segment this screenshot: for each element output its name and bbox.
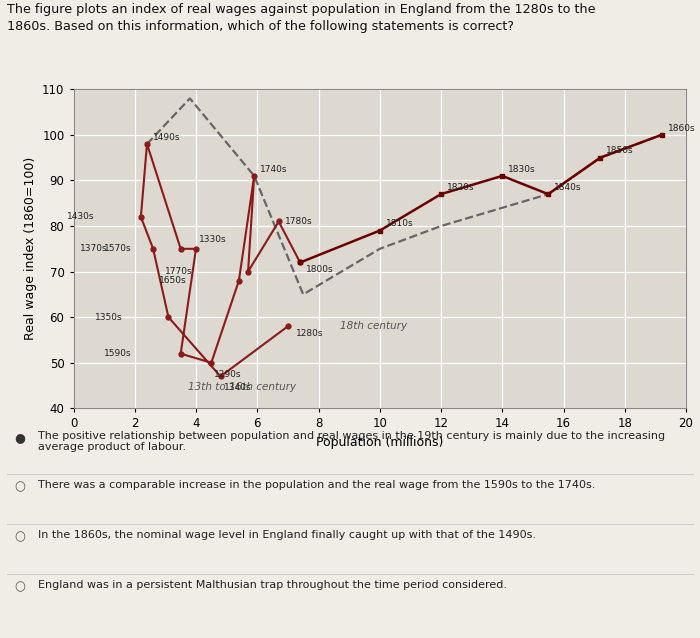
Text: 1650s: 1650s <box>159 276 187 285</box>
Text: 18th century: 18th century <box>340 321 407 331</box>
Text: 1830s: 1830s <box>508 165 536 174</box>
Text: ●: ● <box>14 431 25 443</box>
Text: The figure plots an index of real wages against population in England from the 1: The figure plots an index of real wages … <box>7 3 596 33</box>
Text: 1370s: 1370s <box>80 244 107 253</box>
Text: 1340s: 1340s <box>223 383 251 392</box>
Text: 1850s: 1850s <box>606 146 634 155</box>
Text: 1290s: 1290s <box>214 369 242 378</box>
Text: 13th to 16th century: 13th to 16th century <box>188 382 296 392</box>
X-axis label: Population (millions): Population (millions) <box>316 436 443 449</box>
Text: There was a comparable increase in the population and the real wage from the 159: There was a comparable increase in the p… <box>38 480 596 491</box>
Text: 1740s: 1740s <box>260 165 288 174</box>
Text: 1430s: 1430s <box>67 212 95 221</box>
Text: 1770s: 1770s <box>165 267 193 276</box>
Text: England was in a persistent Malthusian trap throughout the time period considere: England was in a persistent Malthusian t… <box>38 580 507 590</box>
Text: 1820s: 1820s <box>447 183 475 192</box>
Y-axis label: Real wage index (1860=100): Real wage index (1860=100) <box>24 157 36 341</box>
Text: The positive relationship between population and real wages in the 19th century : The positive relationship between popula… <box>38 431 666 452</box>
Text: 1570s: 1570s <box>104 244 132 253</box>
Text: 1280s: 1280s <box>295 329 323 338</box>
Text: 1800s: 1800s <box>307 265 334 274</box>
Text: ○: ○ <box>14 580 25 593</box>
Text: 1860s: 1860s <box>668 124 695 133</box>
Text: In the 1860s, the nominal wage level in England finally caught up with that of t: In the 1860s, the nominal wage level in … <box>38 530 536 540</box>
Text: 1840s: 1840s <box>554 183 582 192</box>
Text: ○: ○ <box>14 530 25 543</box>
Text: 1590s: 1590s <box>104 349 132 358</box>
Text: 1490s: 1490s <box>153 133 181 142</box>
Text: 1810s: 1810s <box>386 219 414 228</box>
Text: 1330s: 1330s <box>199 235 227 244</box>
Text: 1780s: 1780s <box>285 217 312 226</box>
Text: ○: ○ <box>14 480 25 493</box>
Text: 1350s: 1350s <box>95 313 122 322</box>
